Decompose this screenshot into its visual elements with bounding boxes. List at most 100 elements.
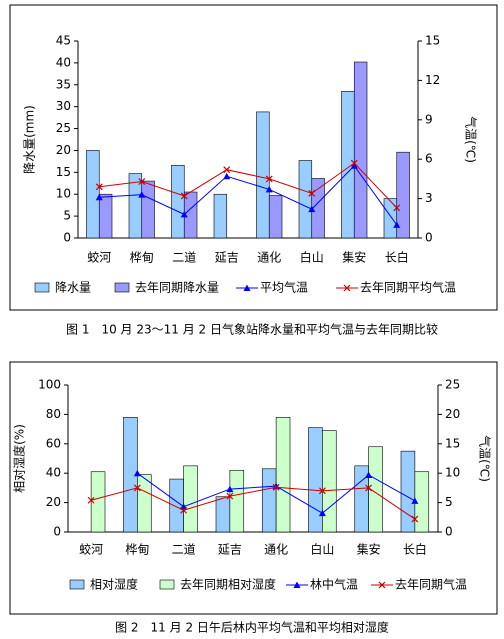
marker: [133, 469, 141, 477]
bar: [90, 471, 106, 533]
x-tick-label: 延吉: [218, 543, 242, 557]
marker: [180, 210, 188, 218]
marker: [180, 506, 188, 514]
bar: [98, 193, 113, 239]
y2-tick-label: 25: [445, 378, 460, 392]
y2-tick-label: 9: [425, 112, 433, 126]
y2-axis-title: 气温(℃): [464, 116, 479, 163]
marker: [265, 185, 273, 193]
marker: [365, 471, 373, 478]
y-tick-label: 0: [63, 231, 71, 245]
y2-tick-label: 15: [425, 34, 440, 48]
bar: [383, 198, 398, 239]
legend-swatch: [159, 579, 175, 590]
marker: [272, 483, 280, 491]
bar: [353, 61, 368, 239]
bar: [229, 469, 245, 533]
y-tick-label: 5: [63, 209, 71, 223]
marker: [138, 191, 146, 198]
legend-swatch: [114, 282, 130, 293]
x-tick-label: 集安: [342, 250, 366, 265]
marker: [265, 175, 273, 183]
marker: [133, 484, 141, 492]
bar: [275, 417, 291, 533]
legend-label: 林中气温: [310, 577, 358, 592]
chart-frame: [9, 361, 498, 615]
x-tick-label: 蛟河: [79, 542, 103, 557]
x-tick-label: 长白: [385, 250, 409, 265]
legend-label: 去年同期相对湿度: [180, 577, 276, 592]
legend-label: 去年同期平均气温: [360, 280, 456, 295]
bar: [322, 430, 337, 533]
legend-marker: [243, 284, 251, 291]
bar: [137, 474, 152, 533]
y2-tick-label: 3: [425, 191, 433, 205]
y-tick-label: 25: [56, 121, 71, 135]
y-tick-label: 40: [46, 466, 61, 480]
x-tick-label: 通化: [257, 251, 281, 265]
x-tick-label: 蛟河: [87, 250, 111, 265]
bar: [268, 195, 283, 239]
y2-tick-label: 5: [445, 495, 453, 509]
x-tick-label: 通化: [264, 543, 288, 557]
y-axis-title: 相对湿度(%): [12, 424, 27, 493]
legend-label: 去年同期气温: [395, 577, 467, 592]
legend-marker: [293, 581, 301, 588]
line: [99, 164, 398, 226]
y2-tick-label: 12: [425, 73, 440, 87]
x-tick-label: 桦甸: [125, 542, 149, 557]
marker: [318, 509, 326, 517]
legend-marker: [378, 581, 386, 589]
bar: [261, 468, 277, 533]
marker: [87, 496, 95, 504]
y-tick-label: 40: [56, 55, 71, 69]
bar: [311, 178, 325, 239]
y-tick-label: 0: [53, 525, 61, 539]
y-tick-label: 10: [56, 187, 71, 201]
marker: [95, 183, 103, 191]
caption: 图 2 11 月 2 日午后林内平均气温和平均相对湿度: [115, 620, 389, 635]
caption: 图 1 10 月 23～11 月 2 日气象站降水量和平均气温与去年同期比较: [66, 322, 438, 337]
y-tick-label: 20: [46, 495, 61, 509]
line: [90, 486, 416, 520]
marker: [180, 192, 188, 200]
y-tick-label: 80: [46, 407, 61, 421]
y2-axis-title: 气温(℃): [478, 435, 493, 482]
legend-marker: [343, 284, 351, 292]
y2-tick-label: 0: [445, 525, 453, 539]
marker: [393, 221, 401, 228]
marker: [350, 159, 358, 167]
y-axis-title: 降水量(mm): [23, 105, 37, 174]
bar: [256, 111, 270, 239]
marker: [138, 178, 146, 185]
marker: [223, 172, 231, 180]
bar: [215, 496, 231, 533]
y2-tick-label: 6: [425, 152, 433, 166]
legend-swatch: [34, 282, 50, 293]
marker: [226, 485, 234, 493]
line: [99, 162, 398, 209]
legend-swatch: [69, 579, 85, 590]
x-tick-label: 白山: [300, 250, 324, 265]
y-tick-label: 15: [56, 165, 71, 179]
y-tick-label: 100: [38, 378, 61, 392]
x-tick-label: 延吉: [215, 251, 239, 265]
marker: [318, 487, 326, 495]
y-tick-label: 35: [56, 77, 71, 91]
legend-label: 降水量: [55, 281, 91, 295]
marker: [393, 204, 401, 212]
bar: [400, 450, 416, 533]
marker: [226, 492, 234, 500]
legend-label: 去年同期降水量: [135, 281, 219, 295]
marker: [223, 166, 231, 174]
y-tick-label: 20: [56, 143, 71, 157]
bar: [308, 427, 323, 533]
legend-label: 相对湿度: [90, 577, 138, 592]
marker: [308, 205, 316, 213]
marker: [95, 193, 103, 201]
y2-tick-label: 15: [445, 436, 460, 450]
y2-tick-label: 20: [445, 407, 460, 421]
bar: [171, 165, 185, 239]
